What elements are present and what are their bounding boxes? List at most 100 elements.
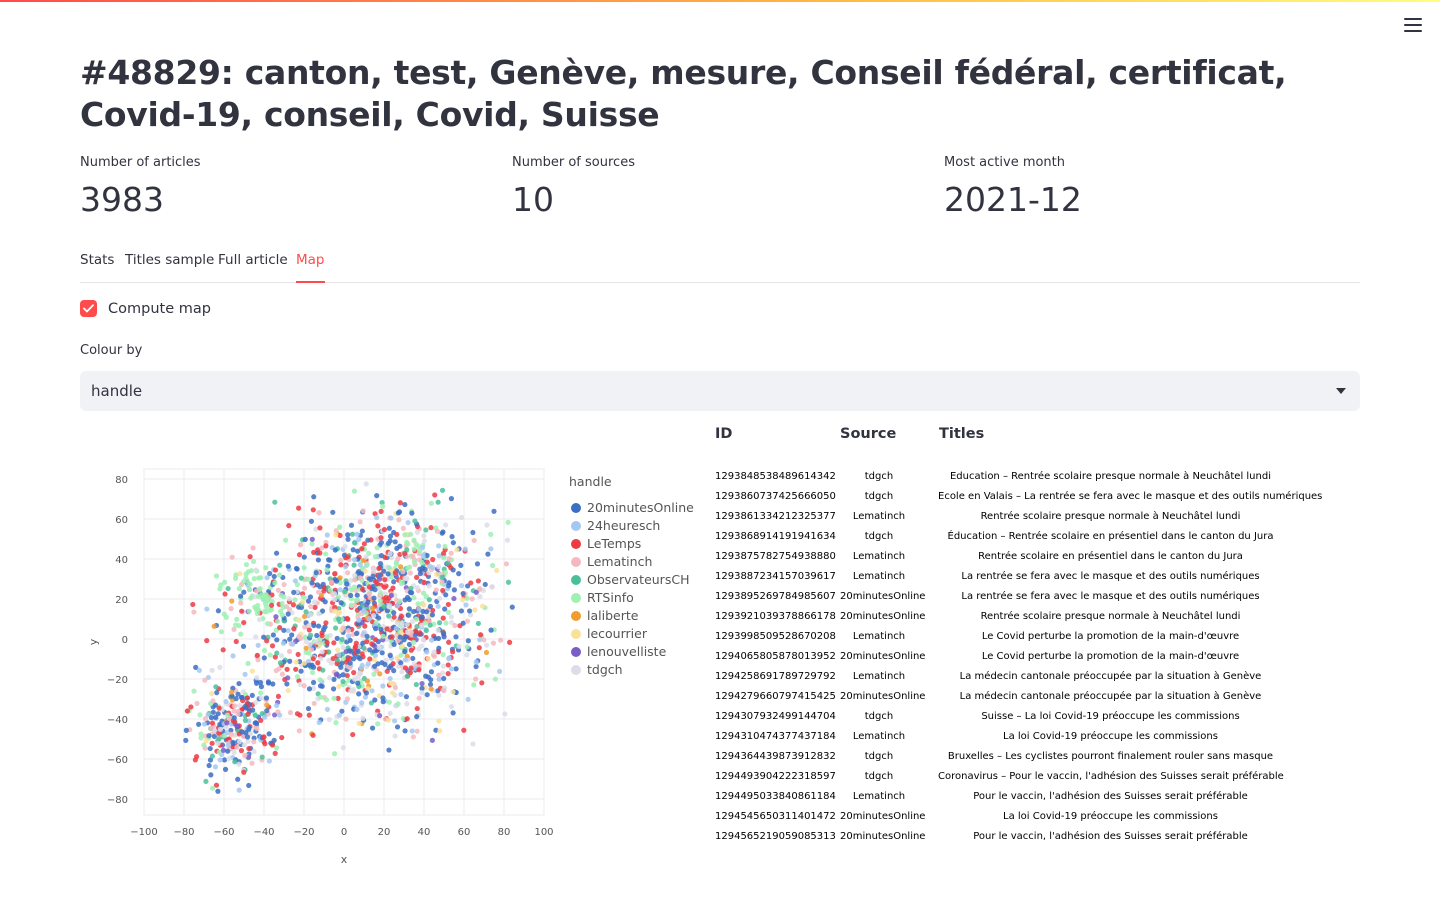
scatter-point — [479, 680, 485, 686]
scatter-point — [331, 676, 337, 682]
legend-marker[interactable] — [571, 557, 581, 567]
scatter-point — [220, 647, 226, 653]
scatter-point — [229, 693, 235, 699]
scatter-point — [264, 597, 271, 604]
legend-item-label[interactable]: lenouvelliste — [587, 644, 667, 659]
scatter-point — [258, 695, 264, 701]
scatter-point — [296, 552, 303, 558]
scatter-point — [436, 692, 442, 698]
scatter-point — [339, 660, 345, 666]
scatter-point — [377, 598, 383, 604]
scatter-point — [327, 557, 333, 563]
scatter-plot[interactable]: −100 −80 −60 −40 −20 0 20 40 60 80 100 80 60 40 20 0 −20… — [80, 460, 700, 880]
legend-item-label[interactable]: RTSinfo — [587, 590, 634, 605]
scatter-point — [442, 543, 448, 550]
scatter-point — [238, 631, 244, 637]
scatter-point — [504, 537, 511, 543]
scatter-point — [453, 634, 459, 640]
table-row: 1293998509528670208 Lematinch Le Covid per… — [710, 628, 1360, 648]
scatter-point — [349, 587, 355, 593]
cell-source: Lematinch — [852, 511, 906, 522]
tab-stats[interactable]: Stats — [80, 252, 115, 268]
legend-item-label[interactable]: laliberte — [587, 608, 639, 623]
scatter-point — [238, 593, 244, 599]
legend-marker[interactable] — [571, 593, 581, 603]
legend-marker[interactable] — [571, 629, 581, 639]
legend-item-label[interactable]: 24heuresch — [587, 518, 660, 533]
scatter-point — [217, 586, 223, 592]
scatter-point — [440, 615, 446, 621]
scatter-point — [430, 607, 436, 613]
scatter-point — [249, 692, 255, 699]
scatter-point — [420, 637, 427, 643]
scatter-point — [235, 691, 241, 697]
scatter-point — [484, 642, 490, 648]
legend-marker[interactable] — [571, 503, 581, 513]
legend-marker[interactable] — [571, 611, 581, 621]
legend-marker[interactable] — [571, 665, 581, 675]
compute-map-checkbox[interactable] — [80, 300, 97, 317]
scatter-point — [367, 594, 373, 601]
scatter-point — [310, 656, 316, 662]
scatter-point — [245, 711, 251, 717]
scatter-point — [450, 710, 456, 716]
tab-full-article[interactable]: Full article — [218, 252, 288, 268]
scatter-point — [442, 606, 448, 612]
scatter-point — [209, 690, 215, 697]
legend-marker[interactable] — [571, 575, 581, 585]
legend-item-label[interactable]: LeTemps — [587, 536, 641, 551]
scatter-point — [330, 686, 337, 692]
hamburger-icon[interactable] — [1400, 14, 1426, 38]
scatter-point — [261, 714, 268, 720]
scatter-point — [428, 686, 434, 692]
scatter-point — [297, 681, 303, 687]
scatter-point — [381, 568, 387, 574]
table-row: 1293875782754938880 Lematinch Rentrée scol… — [710, 548, 1360, 568]
scatter-point — [411, 595, 417, 601]
legend-item-label[interactable]: lecourrier — [587, 626, 648, 641]
cell-source: 20minutesOnline — [840, 611, 926, 622]
legend-marker[interactable] — [571, 539, 581, 549]
legend-item-label[interactable]: Lematinch — [587, 554, 652, 569]
scatter-point — [302, 634, 308, 640]
scatter-point — [330, 655, 336, 662]
scatter-point — [414, 529, 420, 535]
scatter-point — [364, 678, 371, 684]
table-row: 1294495033840861184 Lematinch Pour le vacc… — [710, 788, 1360, 808]
scatter-point — [365, 599, 371, 605]
tab-titles-sample[interactable]: Titles sample — [125, 252, 215, 268]
colour-by-select[interactable]: handle — [80, 371, 1360, 411]
x-tick-label: 80 — [498, 827, 511, 838]
scatter-point — [397, 634, 403, 640]
scatter-point — [374, 667, 380, 674]
scatter-point — [435, 499, 441, 505]
scatter-point — [241, 733, 247, 740]
scatter-point — [423, 609, 430, 615]
scatter-point — [413, 681, 419, 688]
cell-title: La médecin cantonale préoccupée par la s… — [959, 671, 1262, 682]
compute-map-checkbox-row[interactable]: Compute map — [80, 300, 211, 317]
scatter-point — [286, 523, 292, 529]
legend-marker[interactable] — [571, 521, 581, 531]
legend-item-label[interactable]: tdgch — [587, 662, 623, 677]
cell-source: Lematinch — [852, 671, 906, 682]
legend-item-label[interactable]: ObservateursCH — [587, 572, 689, 587]
scatter-point — [356, 536, 362, 542]
scatter-point — [458, 583, 465, 589]
cell-source: Lematinch — [852, 631, 906, 642]
scatter-point — [424, 649, 430, 655]
scatter-point — [402, 728, 408, 734]
scatter-point — [429, 612, 436, 618]
scatter-point — [301, 613, 308, 620]
scatter-point — [427, 622, 433, 628]
cell-title: Suisse – La loi Covid-19 préoccupe les c… — [981, 711, 1240, 722]
scatter-point — [241, 769, 247, 775]
metric-value: 3983 — [80, 180, 164, 219]
scatter-point — [261, 634, 267, 640]
table-row: 1294279660797415425 20minutesOnline La méd… — [710, 688, 1360, 708]
legend-marker[interactable] — [571, 647, 581, 657]
legend-item-label[interactable]: 20minutesOnline — [587, 500, 694, 515]
scatter-point — [450, 567, 456, 573]
scatter-point — [353, 630, 360, 637]
tab-map[interactable]: Map — [296, 252, 325, 283]
